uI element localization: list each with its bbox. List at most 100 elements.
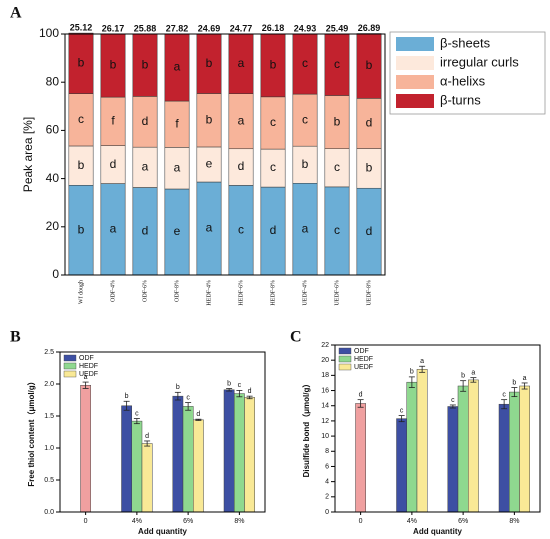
letter-label: b xyxy=(366,58,373,72)
y-axis-label: Disulfide bond（μmol/g） xyxy=(301,380,311,478)
legend-label: irregular curls xyxy=(440,54,519,69)
y-tick-label: 20 xyxy=(46,219,60,233)
letter-label: a xyxy=(420,358,424,365)
letter-label: d xyxy=(142,223,149,237)
y-tick-label: 16 xyxy=(321,387,329,394)
bar-segment xyxy=(324,148,350,188)
letter-label: f xyxy=(175,116,179,130)
legend-swatch xyxy=(338,347,352,355)
value-label: 26.17 xyxy=(102,23,125,33)
letter-label: b xyxy=(110,58,117,72)
legend-label: HEDF xyxy=(354,356,373,363)
bar-segment xyxy=(100,183,126,276)
letter-label: a xyxy=(142,159,149,173)
bar-segment xyxy=(164,33,190,102)
letter-label: a xyxy=(174,160,181,174)
y-tick-label: 14 xyxy=(321,403,329,410)
letter-label: c xyxy=(238,222,244,236)
bar xyxy=(498,403,510,513)
bar-segment xyxy=(164,147,190,190)
legend-label: HEDF xyxy=(79,363,98,370)
bar-segment xyxy=(356,98,382,149)
letter-label: e xyxy=(174,224,181,238)
bar-segment xyxy=(228,185,254,276)
value-label: 25.88 xyxy=(134,23,157,33)
x-tick-label: 4% xyxy=(132,518,142,525)
letter-label: a xyxy=(238,56,245,70)
letter-label: b xyxy=(302,157,309,171)
bar-segment xyxy=(228,93,254,150)
x-tick-label: ODF-6% xyxy=(142,280,148,302)
bar-segment xyxy=(100,96,126,146)
y-tick-label: 2.0 xyxy=(44,381,54,388)
y-tick-label: 80 xyxy=(46,74,60,88)
y-tick-label: 20 xyxy=(321,357,329,364)
y-tick-label: 18 xyxy=(321,372,329,379)
letter-label: c xyxy=(238,382,242,389)
x-tick-label: HEDF-8% xyxy=(270,280,276,306)
legend-label: α-helixs xyxy=(440,73,486,88)
bar-segment xyxy=(164,188,190,276)
bar xyxy=(223,389,235,513)
legend-swatch xyxy=(338,355,352,363)
bar-segment xyxy=(324,95,350,149)
letter-label: a xyxy=(471,369,475,376)
letter-label: c xyxy=(334,160,340,174)
y-axis-label: Peak area [%] xyxy=(21,117,35,192)
letter-label: a xyxy=(174,60,181,74)
x-tick-label: 8% xyxy=(509,518,519,525)
bar xyxy=(447,406,459,513)
value-label: 25.49 xyxy=(326,23,349,33)
x-tick-label: UEDF-6% xyxy=(334,280,340,306)
bar xyxy=(457,385,469,513)
bar-segment xyxy=(132,146,158,188)
legend-label: β-turns xyxy=(440,92,481,107)
letter-label: a xyxy=(302,221,309,235)
y-tick-label: 4 xyxy=(325,478,329,485)
x-tick-label: UEDF-4% xyxy=(302,280,308,306)
letter-label: c xyxy=(400,407,404,414)
x-tick-label: 0 xyxy=(84,518,88,525)
bar xyxy=(244,397,255,513)
bar-segment xyxy=(68,93,94,147)
legend-label: UEDF xyxy=(354,364,373,371)
letter-label: c xyxy=(78,112,84,126)
letter-label: c xyxy=(270,160,276,174)
bar-segment xyxy=(260,186,286,276)
y-tick-label: 22 xyxy=(321,342,329,349)
bar xyxy=(355,403,366,513)
letter-label: b xyxy=(176,384,180,391)
value-label: 24.93 xyxy=(294,23,317,33)
bar-segment xyxy=(292,33,318,95)
x-tick-label: 8% xyxy=(234,518,244,525)
letter-label: b xyxy=(206,56,213,70)
bar-segment xyxy=(100,33,126,98)
letter-label: d xyxy=(270,223,277,237)
plot-frame xyxy=(334,344,541,513)
legend-swatch xyxy=(396,56,434,70)
bar xyxy=(121,405,132,513)
letter-label: b xyxy=(142,57,149,71)
letter-label: a xyxy=(523,375,527,382)
letter-label: b xyxy=(78,158,85,172)
bar-segment xyxy=(228,33,254,94)
y-tick-label: 2.5 xyxy=(44,349,54,356)
bar xyxy=(172,395,184,513)
bar xyxy=(519,385,530,513)
value-label: 27.82 xyxy=(166,23,189,33)
bar-segment xyxy=(260,96,286,150)
letter-label: d xyxy=(145,433,149,440)
x-tick-label: HEDF-4% xyxy=(206,280,212,306)
letter-label: b xyxy=(125,393,129,400)
letter-label: b xyxy=(78,222,85,236)
y-tick-label: 1.5 xyxy=(44,413,54,420)
panel-label: C xyxy=(290,329,302,346)
legend-swatch xyxy=(63,354,77,362)
y-tick-label: 100 xyxy=(39,26,59,40)
letter-label: c xyxy=(334,57,340,71)
bar-segment xyxy=(196,146,222,183)
bar-segment xyxy=(324,33,350,96)
letter-label: c xyxy=(502,391,506,398)
letter-label: a xyxy=(110,221,117,235)
